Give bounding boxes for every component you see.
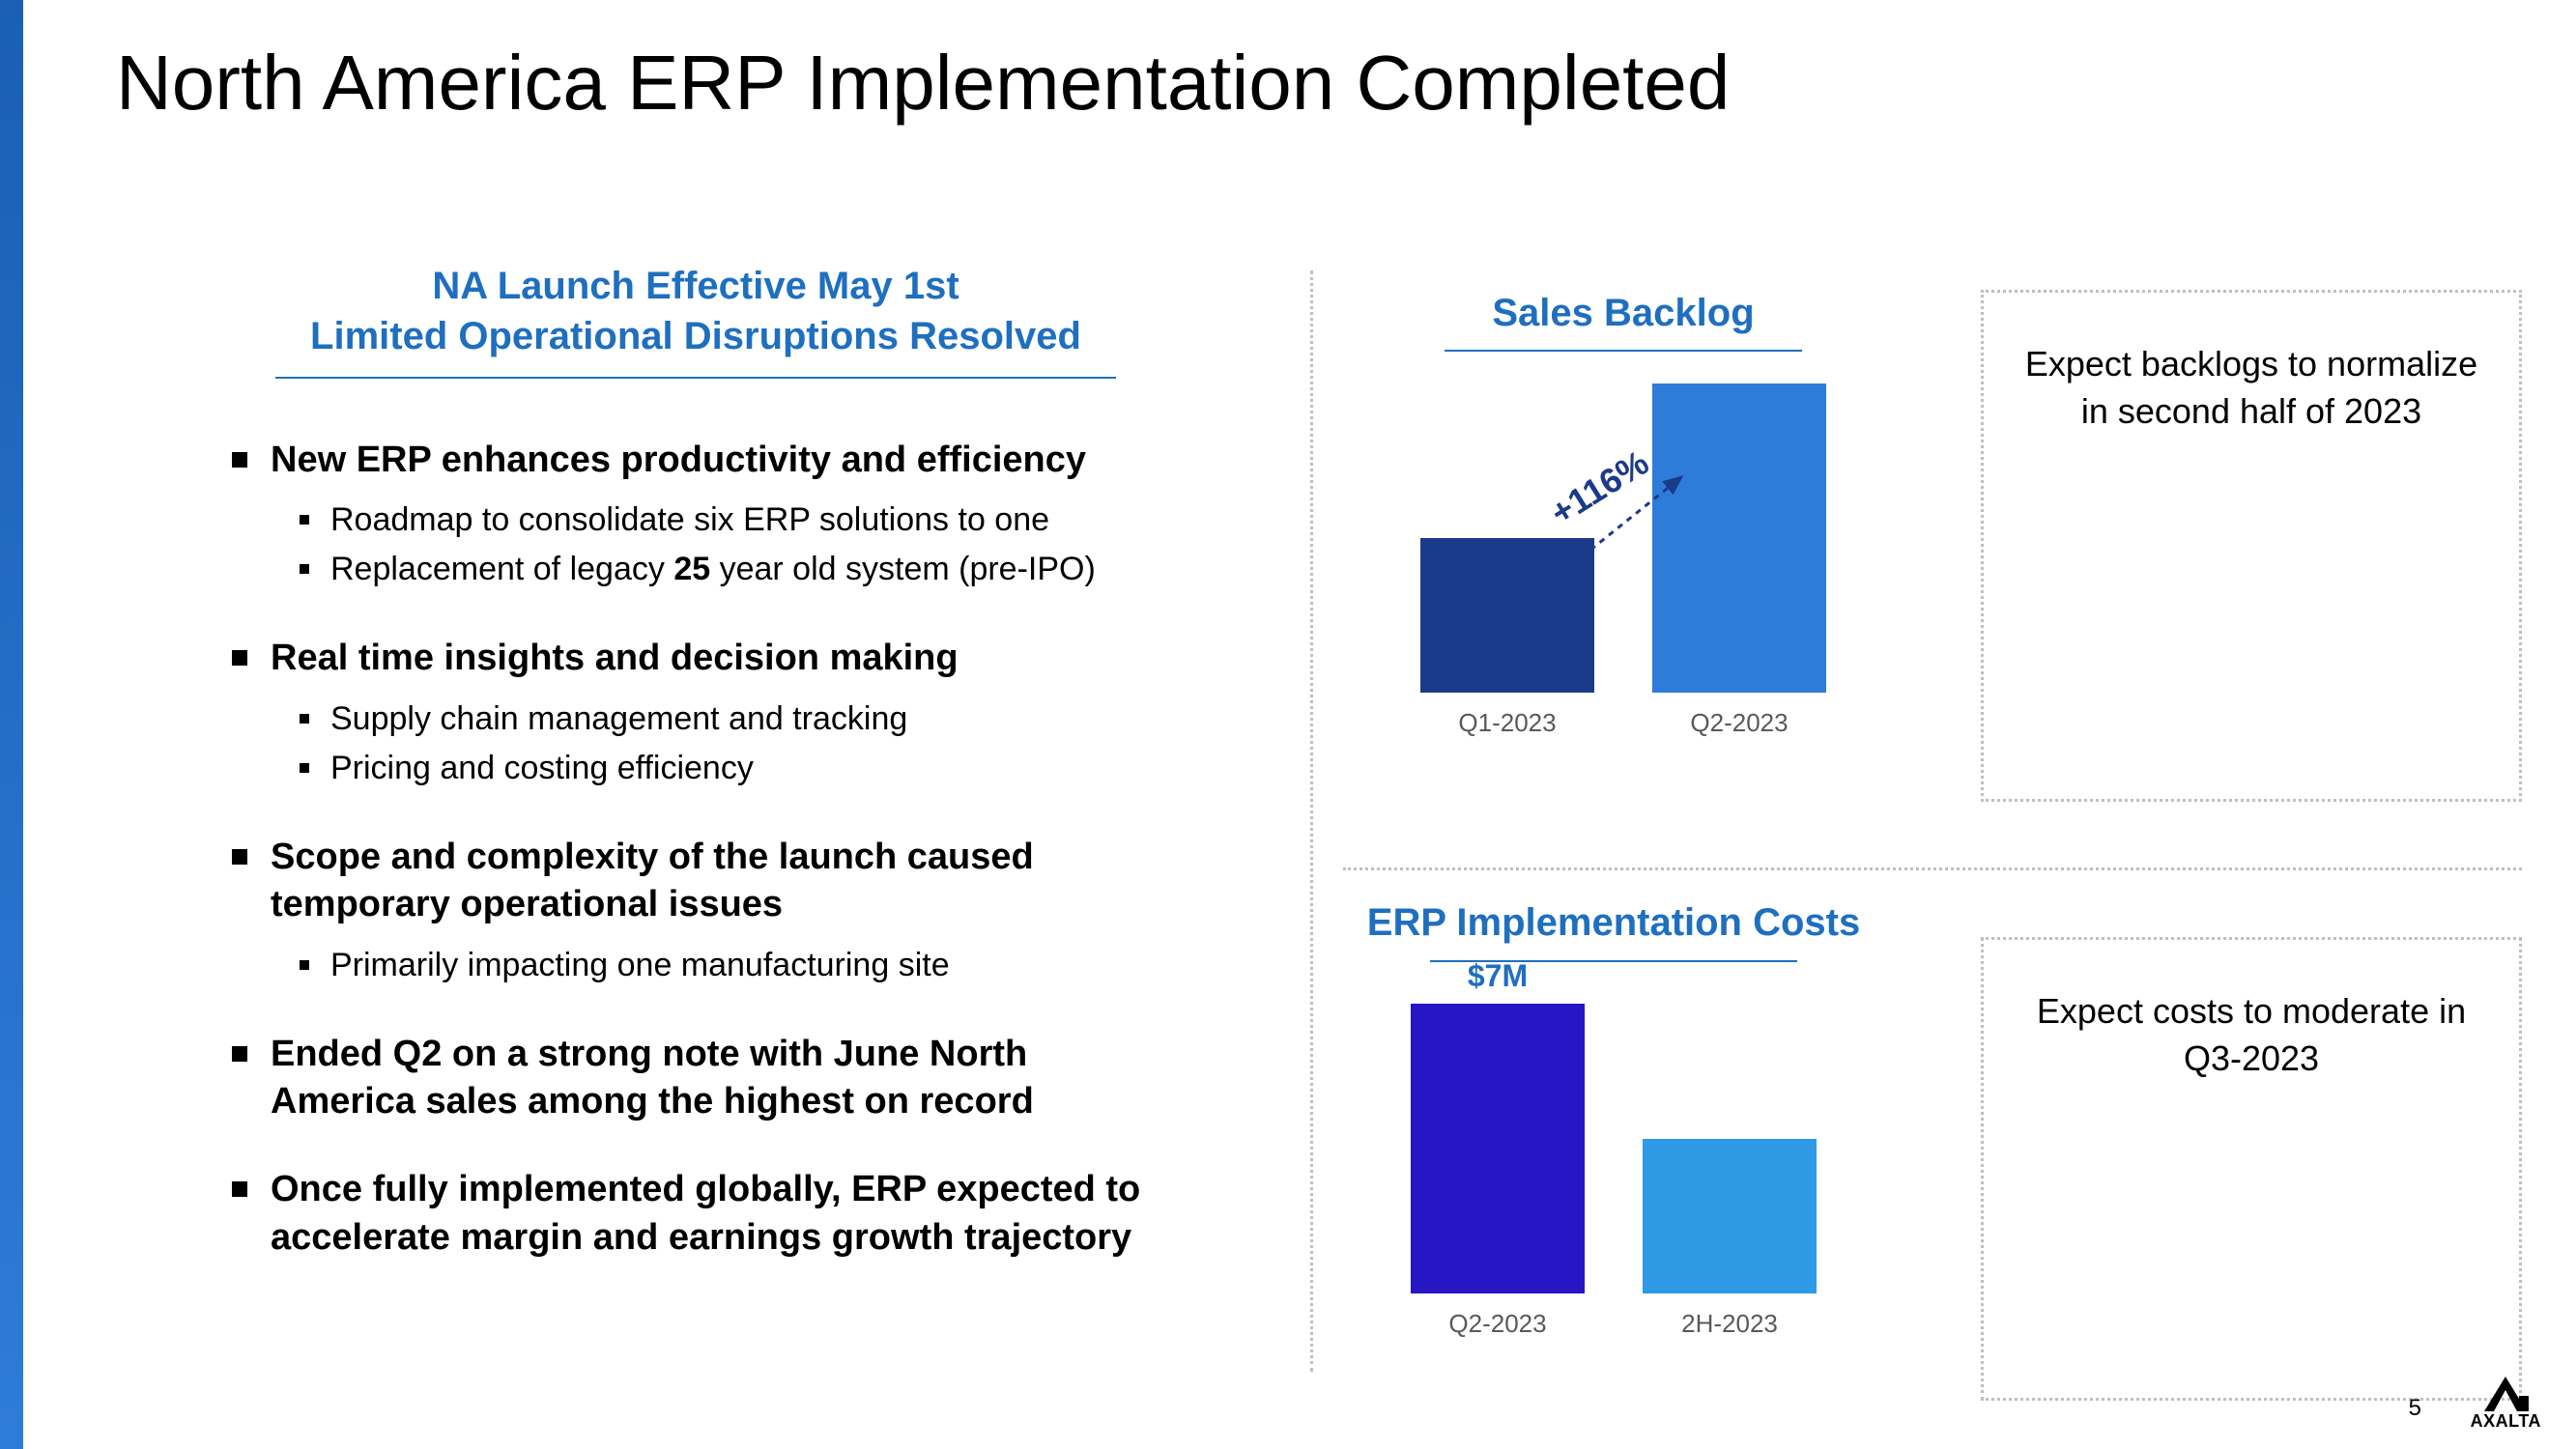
- horizontal-divider: [1343, 867, 2522, 870]
- bullet-item: Scope and complexity of the launch cause…: [232, 834, 1159, 990]
- vertical-divider: [1310, 270, 1313, 1372]
- erp-costs-title-text: ERP Implementation Costs: [1367, 901, 1860, 944]
- bar-label: Q1-2023: [1458, 708, 1556, 738]
- axalta-logo: AXALTA: [2471, 1375, 2541, 1432]
- bar-label: Q2-2023: [1690, 708, 1788, 738]
- bullet-square-icon: [232, 1046, 247, 1062]
- sub-bullet-text: Roadmap to consolidate six ERP solutions…: [330, 496, 1049, 545]
- erp-costs-title: ERP Implementation Costs: [1353, 898, 1875, 947]
- bullet-main: Once fully implemented globally, ERP exp…: [232, 1166, 1159, 1262]
- bullet-main: Ended Q2 on a strong note with June Nort…: [232, 1031, 1159, 1126]
- sub-bullet-text: Primarily impacting one manufacturing si…: [330, 941, 950, 990]
- sales-backlog-underline: [1445, 350, 1802, 352]
- subtitle-line-2: Limited Operational Disruptions Resolved: [232, 311, 1159, 361]
- bullet-item: Once fully implemented globally, ERP exp…: [232, 1166, 1159, 1262]
- backlog-note-text: Expect backlogs to normalize in second h…: [2013, 341, 2490, 435]
- bullet-main: Scope and complexity of the launch cause…: [232, 834, 1159, 929]
- bullet-main-text: Once fully implemented globally, ERP exp…: [271, 1166, 1159, 1262]
- bar-label: 2H-2023: [1681, 1309, 1778, 1339]
- bullet-square-icon: [232, 452, 247, 468]
- bar-column: 2H-2023: [1643, 1139, 1817, 1339]
- page-number: 5: [2409, 1395, 2421, 1422]
- bullet-main-text: Scope and complexity of the launch cause…: [271, 834, 1159, 929]
- subtitle-underline: [275, 377, 1116, 379]
- bullet-item: Real time insights and decision making Su…: [232, 635, 1159, 792]
- sales-backlog-bars: +116% Q1-2023Q2-2023: [1382, 390, 1865, 738]
- sub-bullet-item: Replacement of legacy 25 year old system…: [300, 545, 1159, 594]
- erp-costs-bars: $7MQ2-20232H-2023: [1353, 1001, 1875, 1339]
- sub-bullet-item: Supply chain management and tracking: [300, 695, 1159, 744]
- bullet-main: Real time insights and decision making: [232, 635, 1159, 682]
- sub-bullet-square-icon: [300, 763, 309, 773]
- sub-bullet-item: Primarily impacting one manufacturing si…: [300, 941, 1159, 990]
- subtitle-line-1: NA Launch Effective May 1st: [232, 261, 1159, 311]
- sub-bullet-item: Pricing and costing efficiency: [300, 744, 1159, 793]
- bullet-item: Ended Q2 on a strong note with June Nort…: [232, 1031, 1159, 1126]
- bar: [1643, 1139, 1817, 1293]
- backlog-note-box: Expect backlogs to normalize in second h…: [1981, 290, 2522, 802]
- bullet-square-icon: [232, 1181, 247, 1197]
- axalta-logo-icon: [2478, 1375, 2533, 1415]
- bullet-list: New ERP enhances productivity and effici…: [232, 437, 1159, 1262]
- costs-note-text: Expect costs to moderate in Q3-2023: [2013, 988, 2490, 1082]
- sub-bullet-text: Replacement of legacy 25 year old system…: [330, 545, 1096, 594]
- bar-value-label: $7M: [1468, 958, 1528, 994]
- bullet-main-text: Ended Q2 on a strong note with June Nort…: [271, 1031, 1159, 1126]
- sub-bullet-list: Roadmap to consolidate six ERP solutions…: [300, 496, 1159, 594]
- sub-bullet-square-icon: [300, 564, 309, 574]
- bullet-square-icon: [232, 650, 247, 666]
- sub-bullet-list: Supply chain management and trackingPric…: [300, 695, 1159, 793]
- left-content-panel: NA Launch Effective May 1st Limited Oper…: [232, 261, 1159, 1302]
- bullet-main-text: Real time insights and decision making: [271, 635, 959, 682]
- bullet-main-text: New ERP enhances productivity and effici…: [271, 437, 1086, 484]
- bullet-item: New ERP enhances productivity and effici…: [232, 437, 1159, 594]
- bar-label: Q2-2023: [1448, 1309, 1546, 1339]
- sales-backlog-title: Sales Backlog: [1382, 290, 1865, 336]
- sub-bullet-square-icon: [300, 714, 309, 724]
- slide-title: North America ERP Implementation Complet…: [116, 39, 1730, 128]
- subtitle-block: NA Launch Effective May 1st Limited Oper…: [232, 261, 1159, 379]
- sub-bullet-list: Primarily impacting one manufacturing si…: [300, 941, 1159, 990]
- bar-column: $7M Q2-2023: [1411, 958, 1585, 1339]
- sub-bullet-text: Supply chain management and tracking: [330, 695, 907, 744]
- sub-bullet-square-icon: [300, 960, 309, 970]
- bullet-main: New ERP enhances productivity and effici…: [232, 437, 1159, 484]
- bar: [1411, 1004, 1585, 1293]
- sales-backlog-chart: Sales Backlog +116% Q1-2023Q2-2023: [1382, 290, 1865, 738]
- erp-costs-chart: ERP Implementation Costs $7M Q2-2023 2H-20…: [1353, 898, 1875, 1339]
- sub-bullet-item: Roadmap to consolidate six ERP solutions…: [300, 496, 1159, 545]
- sub-bullet-square-icon: [300, 515, 309, 525]
- axalta-logo-text: AXALTA: [2471, 1411, 2541, 1432]
- sub-bullet-text: Pricing and costing efficiency: [330, 744, 754, 793]
- backlog-arrow-icon: [1517, 429, 1710, 622]
- slide-left-accent-bar: [0, 0, 23, 1449]
- costs-note-box: Expect costs to moderate in Q3-2023: [1981, 937, 2522, 1401]
- bullet-square-icon: [232, 849, 247, 865]
